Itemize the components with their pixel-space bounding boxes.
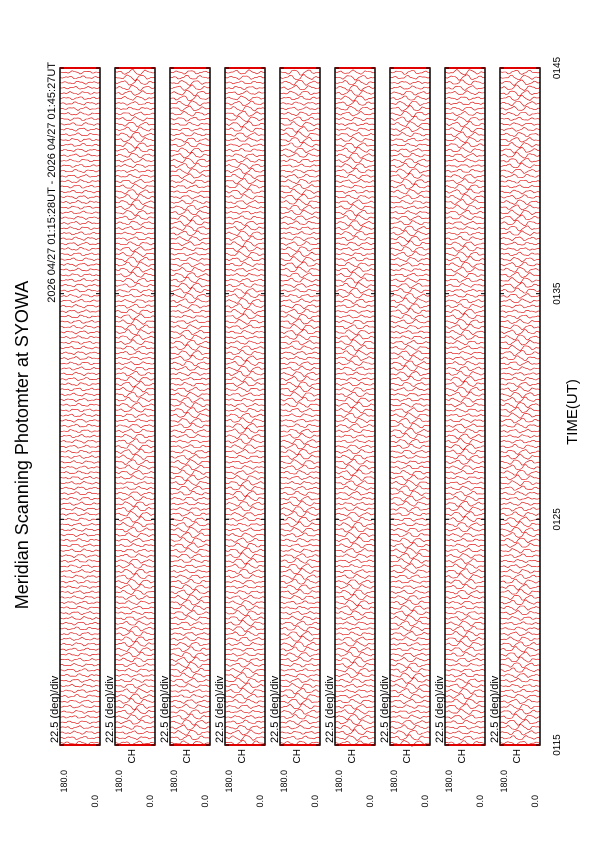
panel-scale: 22.5 (deg)/div	[214, 675, 226, 743]
panel-frame	[224, 67, 266, 746]
y-max-label: 180.0	[169, 770, 179, 793]
x-tick-label: 0115	[552, 734, 563, 756]
y-max-label: 180.0	[444, 770, 454, 793]
channel-label: CH	[237, 749, 248, 763]
x-tick-label: 0145	[552, 56, 563, 79]
panel-frame	[444, 67, 486, 746]
y-min-label: 0.0	[420, 795, 430, 808]
channel-label: CH	[127, 749, 138, 763]
panel-scale: 22.5 (deg)/div	[489, 675, 501, 743]
y-min-label: 0.0	[145, 795, 155, 808]
chart-title: Meridian Scanning Photomter at SYOWA	[12, 281, 32, 609]
panel-scale: 22.5 (deg)/div	[104, 675, 116, 743]
panel-scale: 22.5 (deg)/div	[324, 675, 336, 743]
y-max-label: 180.0	[59, 770, 69, 793]
x-axis-label: TIME(UT)	[564, 379, 581, 445]
y-max-label: 180.0	[279, 770, 289, 793]
y-min-label: 0.0	[200, 795, 210, 808]
y-min-label: 0.0	[530, 795, 540, 808]
x-tick-label: 0135	[552, 282, 563, 305]
scan-traces	[114, 68, 156, 746]
landscape-plot: Meridian Scanning Photomter at SYOWA 202…	[12, 56, 581, 807]
y-max-label: 180.0	[334, 770, 344, 793]
scan-traces	[444, 69, 486, 746]
y-max-label: 180.0	[224, 770, 234, 793]
panel-scale: 22.5 (deg)/div	[49, 675, 61, 743]
channel-label: CH	[292, 749, 303, 763]
scan-traces	[59, 70, 101, 745]
channel-label: CH	[182, 749, 193, 763]
channel-label: CH	[402, 749, 413, 763]
scan-traces	[169, 70, 211, 746]
scan-traces	[279, 69, 321, 746]
y-max-label: 180.0	[389, 770, 399, 793]
scan-traces	[499, 69, 541, 746]
panel-scale: 22.5 (deg)/div	[434, 675, 446, 743]
panel-scale: 22.5 (deg)/div	[159, 675, 171, 743]
y-min-label: 0.0	[310, 795, 320, 808]
y-min-label: 0.0	[90, 795, 100, 808]
scan-traces	[334, 69, 376, 745]
scan-traces	[224, 69, 266, 746]
scan-traces	[389, 70, 431, 747]
channel-label: CH	[512, 749, 523, 763]
time-range: 2026 04/27 01:15:28UT - 2026 04/27 01:45…	[46, 62, 58, 303]
panel-scale: 22.5 (deg)/div	[269, 675, 281, 743]
y-min-label: 0.0	[365, 795, 375, 808]
y-min-label: 0.0	[255, 795, 265, 808]
panel-scale: 22.5 (deg)/div	[379, 675, 391, 743]
channel-label: CH	[347, 749, 358, 763]
channel-label: CH	[457, 749, 468, 763]
y-max-label: 180.0	[499, 770, 509, 793]
y-max-label: 180.0	[114, 770, 124, 793]
x-tick-label: 0125	[552, 508, 563, 531]
y-min-label: 0.0	[475, 795, 485, 808]
